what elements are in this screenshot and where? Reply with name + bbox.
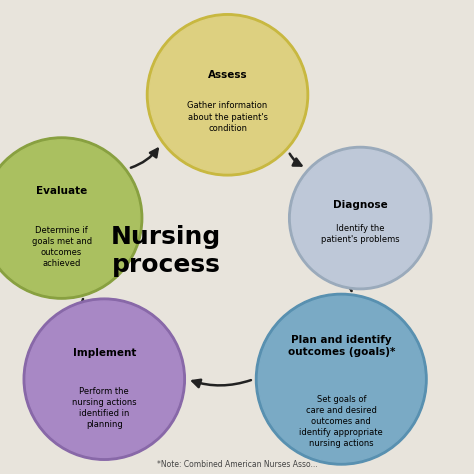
- Circle shape: [258, 296, 424, 462]
- Circle shape: [149, 17, 306, 173]
- Circle shape: [292, 149, 429, 287]
- Text: Identify the
patient's problems: Identify the patient's problems: [321, 224, 400, 244]
- Circle shape: [0, 140, 140, 296]
- Text: Plan and identify
outcomes (goals)*: Plan and identify outcomes (goals)*: [288, 335, 395, 357]
- Text: Assess: Assess: [208, 70, 247, 80]
- Text: Perform the
nursing actions
identified in
planning: Perform the nursing actions identified i…: [72, 387, 137, 429]
- Text: Implement: Implement: [73, 347, 136, 358]
- Text: Gather information
about the patient's
condition: Gather information about the patient's c…: [187, 101, 268, 133]
- Text: Determine if
goals met and
outcomes
achieved: Determine if goals met and outcomes achi…: [32, 226, 91, 268]
- Circle shape: [146, 14, 309, 176]
- Text: Evaluate: Evaluate: [36, 186, 87, 197]
- Circle shape: [255, 293, 427, 465]
- Text: Nursing
process: Nursing process: [111, 225, 221, 277]
- Text: Diagnose: Diagnose: [333, 200, 388, 210]
- Text: *Note: Combined American Nurses Asso...: *Note: Combined American Nurses Asso...: [157, 460, 317, 469]
- Circle shape: [289, 146, 432, 290]
- Circle shape: [23, 298, 185, 460]
- Circle shape: [26, 301, 182, 457]
- Text: Set goals of
care and desired
outcomes and
identify appropriate
nursing actions: Set goals of care and desired outcomes a…: [300, 395, 383, 448]
- Circle shape: [0, 137, 143, 299]
